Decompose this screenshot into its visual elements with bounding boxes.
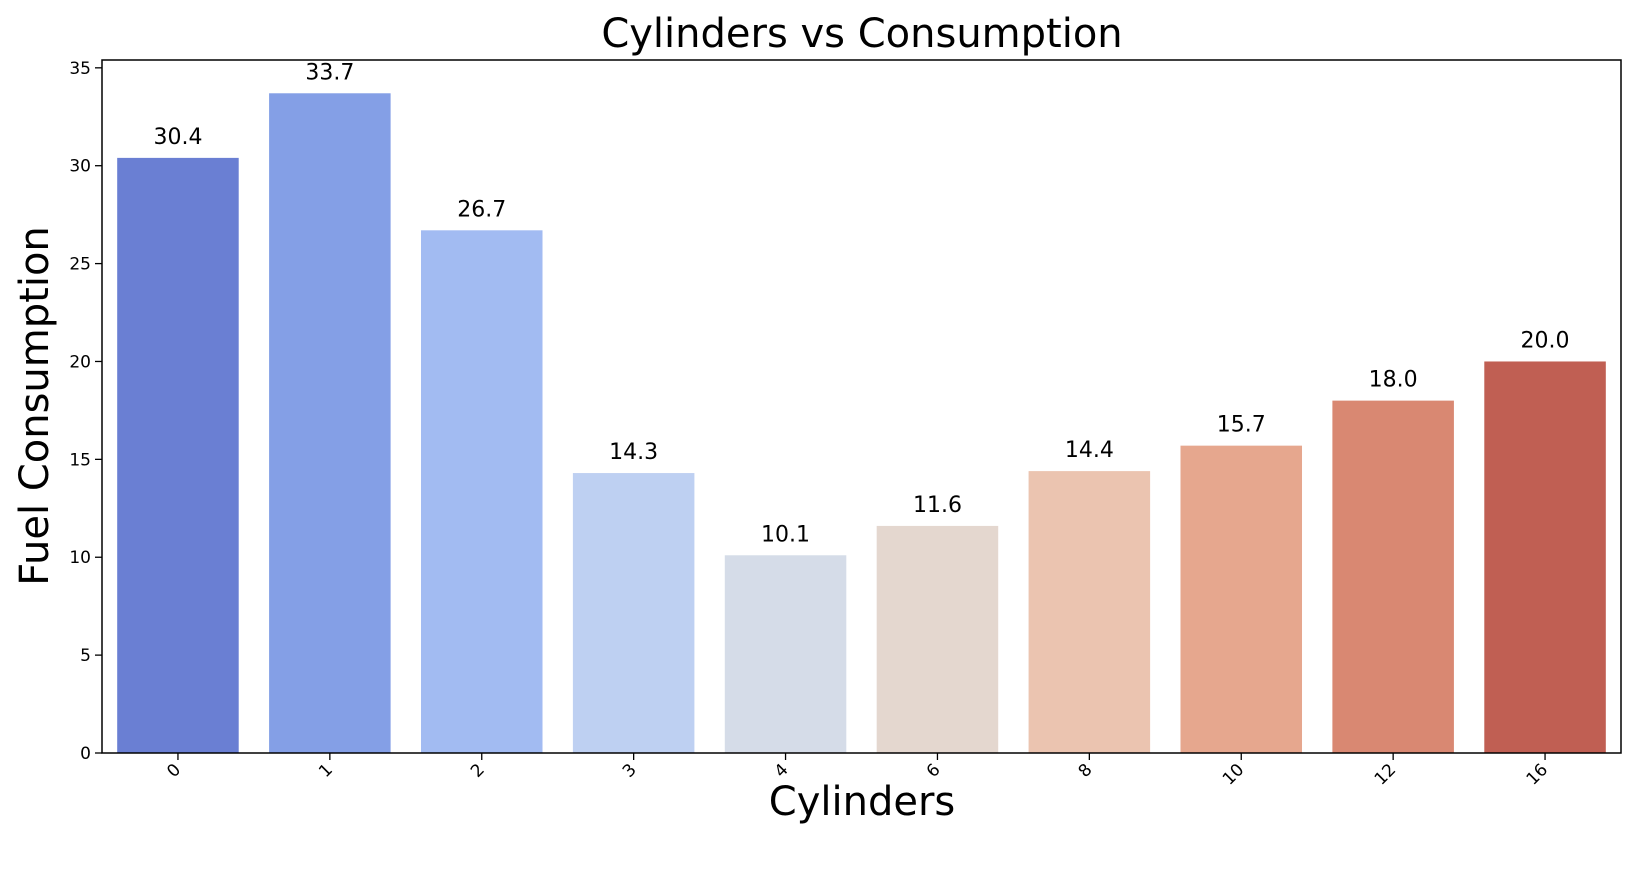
bar (1332, 400, 1454, 753)
bar-value-label: 30.4 (153, 125, 202, 150)
bar (876, 525, 999, 753)
bar-value-label: 14.3 (609, 440, 658, 465)
x-tick-label: 3 (619, 760, 641, 782)
bar-value-label: 10.1 (761, 522, 810, 547)
plot-frame (101, 59, 1622, 754)
bar (724, 555, 847, 753)
bar-value-label: 33.7 (305, 60, 354, 85)
x-tick-label: 8 (1075, 760, 1097, 782)
y-tick-label: 0 (80, 744, 91, 764)
y-axis-label: Fuel Consumption (12, 226, 58, 586)
chart-title: Cylinders vs Consumption (601, 11, 1122, 57)
value-labels-group: 30.4 33.7 26.7 14.3 10.1 11.6 14.4 15.7 18.0 20.0 (153, 60, 1569, 547)
x-tick-label: 10 (1219, 760, 1248, 789)
y-tick-label: 20 (69, 352, 91, 372)
bar (420, 230, 543, 754)
bar-value-label: 26.7 (457, 197, 506, 222)
y-tick-label: 35 (69, 59, 91, 79)
x-tick-label: 16 (1523, 760, 1552, 789)
bar (1180, 445, 1303, 753)
bar (269, 93, 391, 753)
bar-value-label: 18.0 (1369, 368, 1418, 393)
bar (1028, 471, 1151, 753)
bar-value-label: 15.7 (1217, 413, 1266, 438)
x-axis-label: Cylinders (769, 779, 955, 825)
x-tick-label: 2 (467, 760, 489, 782)
y-tick-label: 15 (69, 450, 91, 470)
y-tick-label: 30 (69, 157, 91, 177)
bars-group (117, 93, 1606, 754)
x-tick-label: 0 (163, 760, 185, 782)
x-tick-label: 12 (1371, 760, 1400, 789)
bar-value-label: 20.0 (1521, 328, 1570, 353)
bar-value-label: 14.4 (1065, 438, 1114, 463)
bar-value-label: 11.6 (913, 493, 962, 518)
y-tick-label: 25 (69, 255, 91, 275)
bar (117, 157, 239, 754)
bar (1484, 361, 1606, 753)
y-tick-label: 10 (69, 548, 91, 568)
x-tick-label: 1 (315, 760, 337, 782)
y-axis: 0 5 10 15 20 25 30 35 (69, 59, 102, 764)
bar (572, 473, 695, 753)
y-tick-label: 5 (80, 646, 91, 666)
